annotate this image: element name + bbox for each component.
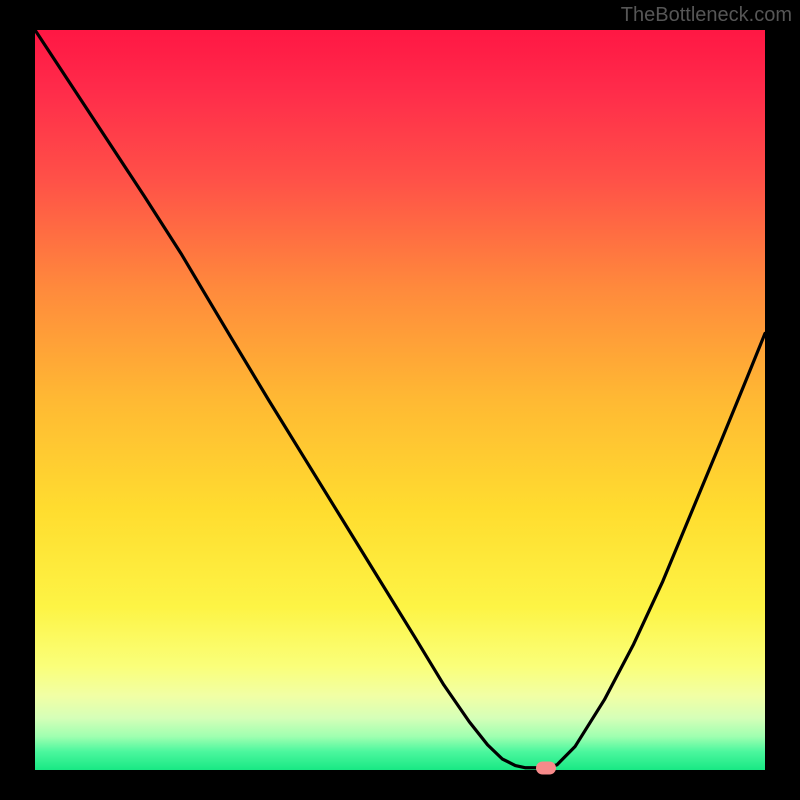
chart-container: TheBottleneck.com: [0, 0, 800, 800]
curve-overlay: [35, 30, 765, 770]
bottleneck-curve: [35, 30, 765, 768]
optimal-marker: [536, 761, 556, 774]
watermark-text: TheBottleneck.com: [621, 4, 792, 27]
plot-area: [35, 30, 765, 770]
